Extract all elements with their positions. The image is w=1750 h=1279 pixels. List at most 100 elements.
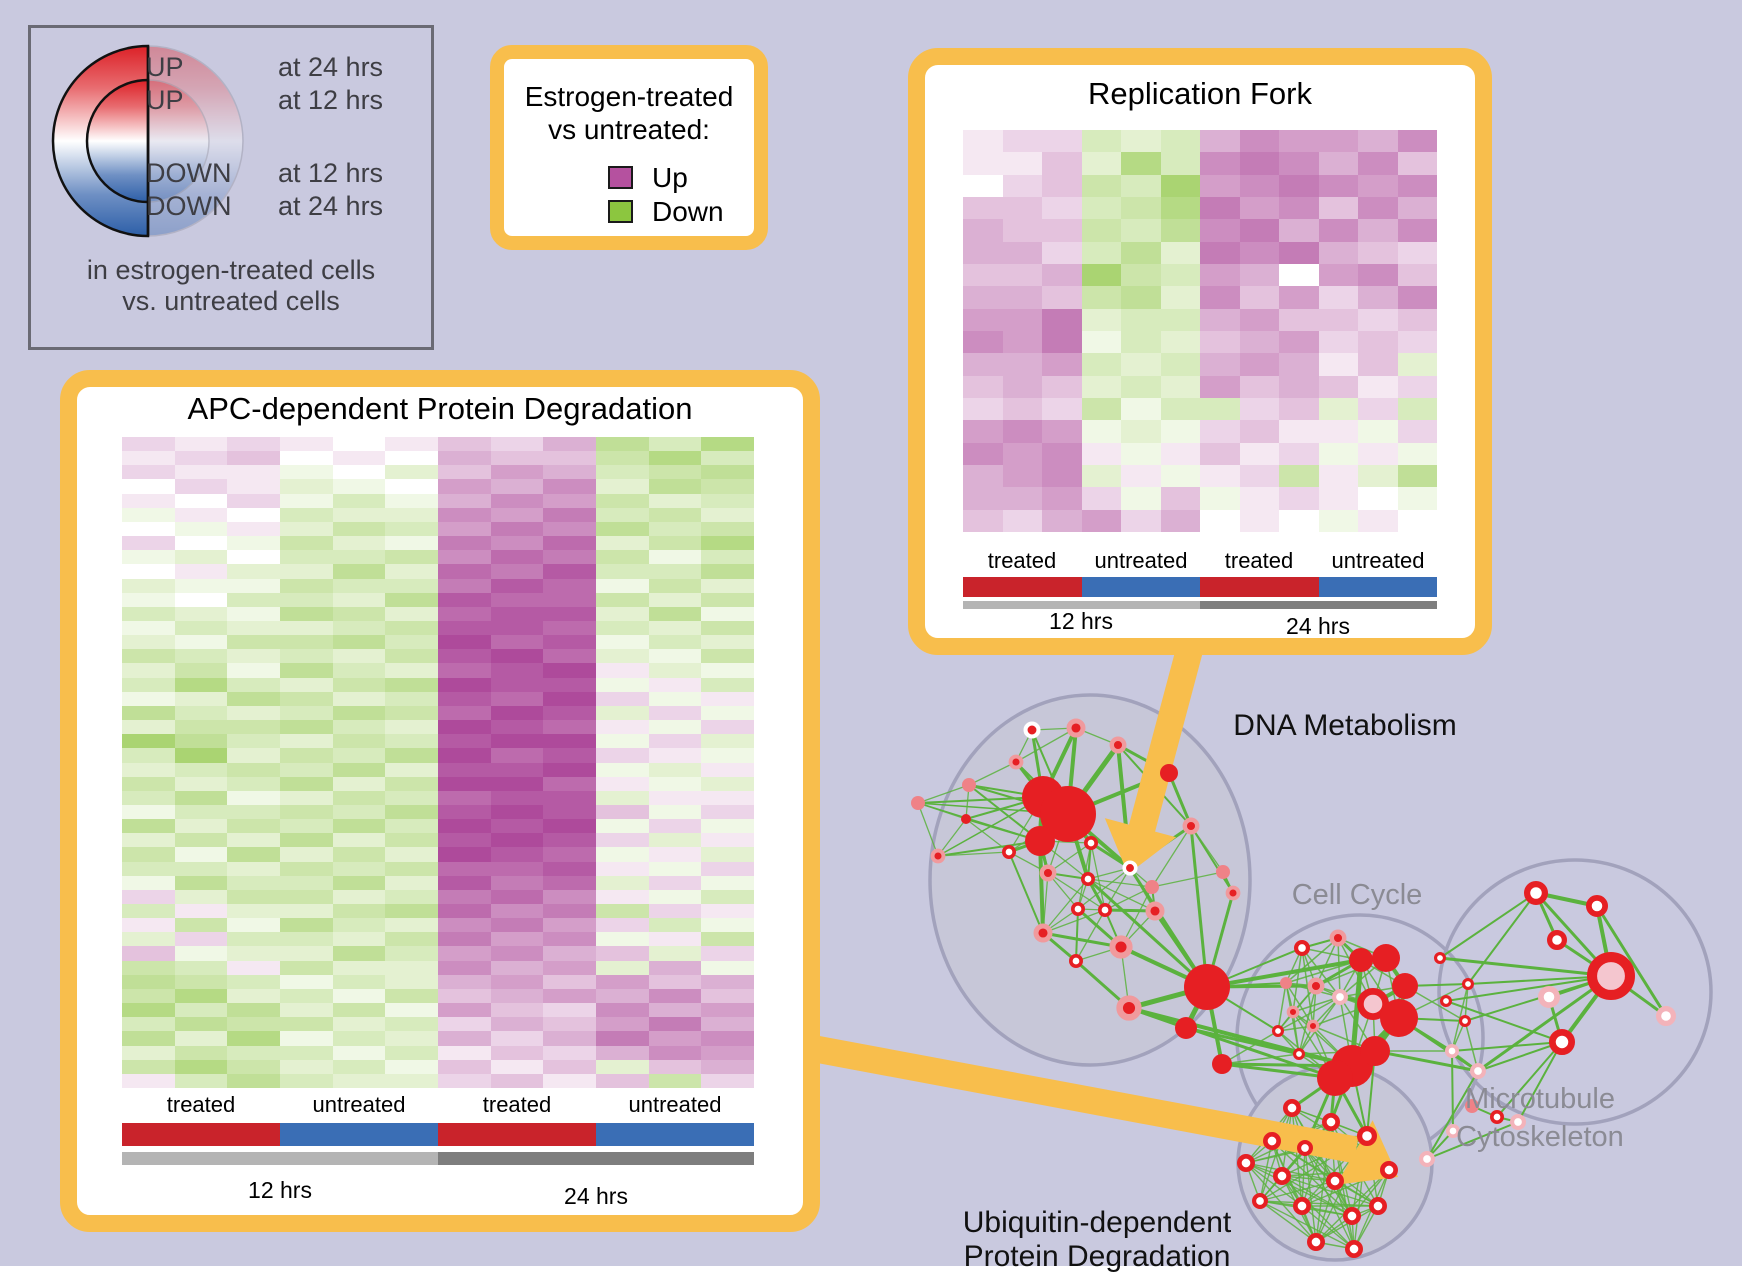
heatmap-cell: [122, 620, 175, 636]
heatmap-cell: [543, 918, 596, 933]
heatmap-cell: [1002, 130, 1042, 153]
heatmap-cell: [1160, 331, 1200, 354]
network-edge: [1445, 1000, 1563, 1043]
heatmap-cell: [596, 946, 649, 961]
heatmap-cell: [1200, 398, 1240, 421]
heatmap-cell: [122, 875, 175, 890]
heatmap-cell: [174, 1003, 228, 1018]
heatmap-cell: [648, 705, 702, 721]
heatmap-cell: [385, 1073, 438, 1088]
heatmap-cell: [332, 904, 386, 919]
legend-time-down12: at 12 hrs: [278, 158, 384, 188]
network-edge: [1008, 851, 1044, 934]
heatmap-cell: [332, 536, 386, 551]
heatmap-cell: [490, 734, 544, 749]
network-edge: [1374, 1049, 1479, 1073]
heatmap-cell: [385, 1059, 438, 1074]
heatmap-cell: [701, 748, 754, 763]
heatmap-cell: [227, 536, 280, 551]
network-node-red-with-pink-halo: [1039, 864, 1057, 882]
network-node-solid-red: [1392, 973, 1418, 999]
heatmap-cell: [122, 889, 175, 905]
heatmap-cell: [1042, 219, 1082, 242]
heatmap-cell: [385, 904, 438, 919]
network-mesh-edge: [1047, 842, 1092, 874]
heatmap-cell: [438, 960, 491, 975]
network-node-white-core-red-ring: [1272, 1025, 1285, 1038]
heatmap-cell: [122, 493, 175, 508]
heatmap-cell: [174, 804, 228, 820]
heatmap-cell: [280, 734, 333, 749]
heatmap-cell: [438, 720, 491, 735]
network-mesh-edge: [1277, 996, 1341, 1032]
cluster-label-ubiquitin-line1: Ubiquitin-dependent: [962, 1206, 1232, 1239]
treated-bar: [963, 577, 1082, 597]
heatmap-cell: [174, 988, 228, 1004]
heatmap-cell: [438, 705, 491, 721]
heatmap-cell: [122, 1031, 175, 1046]
heatmap-cell: [332, 889, 386, 905]
heatmap-cell: [543, 1045, 596, 1060]
network-node-white-core-pale-ring: [1655, 1005, 1676, 1026]
network-edge: [1086, 877, 1209, 989]
heatmap-cell: [1002, 487, 1042, 510]
heatmap-cell: [174, 691, 228, 706]
network-mesh-edge: [1151, 825, 1192, 888]
heatmap-cell: [1397, 465, 1437, 488]
heatmap-cell: [1318, 487, 1358, 510]
apc-time-bars: [122, 1152, 754, 1165]
heatmap-cell: [227, 1045, 280, 1060]
estrogen-color-key: Estrogen-treated vs untreated: Up Down: [490, 45, 768, 250]
heatmap-cell: [385, 734, 438, 749]
network-edge: [1090, 841, 1131, 870]
heatmap-cell: [1318, 353, 1358, 376]
heatmap-cell: [174, 960, 228, 975]
heatmap-cell: [1081, 465, 1121, 488]
heatmap-cell: [280, 620, 333, 636]
heatmap-cell: [490, 536, 544, 551]
heatmap-cell: [543, 932, 596, 947]
network-mesh-edge: [1298, 985, 1317, 1055]
heatmap-cell: [543, 904, 596, 919]
heatmap-cell: [280, 521, 333, 537]
heatmap-cell: [1318, 375, 1358, 398]
heatmap-cell: [596, 635, 649, 650]
heatmap-cell: [332, 875, 386, 890]
heatmap-cell: [280, 1059, 333, 1074]
heatmap-cell: [543, 705, 596, 721]
heatmap-cell: [122, 677, 175, 692]
heatmap-cell: [648, 691, 702, 706]
heatmap-cell: [490, 620, 544, 636]
heatmap-cell: [122, 705, 175, 721]
heatmap-cell: [701, 1045, 754, 1060]
heatmap-cell: [963, 264, 1003, 287]
network-node-red-with-pink-halo: [1225, 885, 1241, 901]
heatmap-cell: [385, 875, 438, 890]
heatmap-cell: [174, 507, 228, 522]
network-mesh-edge: [1304, 1147, 1355, 1250]
heatmap-cell: [227, 465, 280, 480]
network-edge: [1206, 958, 1362, 989]
heatmap-cell: [227, 437, 280, 452]
heatmap-cell: [385, 437, 438, 452]
heatmap-cell: [596, 536, 649, 551]
heatmap-cell: [227, 1059, 280, 1074]
rf-panel-title: Replication Fork: [1088, 76, 1312, 111]
heatmap-cell: [122, 932, 175, 947]
up-swatch-icon: [608, 166, 633, 189]
heatmap-cell: [1200, 442, 1240, 465]
heatmap-cell: [1397, 353, 1437, 376]
network-node-solid-red: [1360, 1036, 1390, 1066]
heatmap-cell: [1318, 442, 1358, 465]
heatmap-cell: [648, 592, 702, 607]
heatmap-cell: [332, 804, 386, 820]
heatmap-cell: [1200, 375, 1240, 398]
heatmap-cell: [438, 663, 491, 678]
network-mesh-edge: [917, 784, 970, 804]
heatmap-cell: [280, 606, 333, 621]
network-mesh-edge: [1315, 937, 1339, 987]
heatmap-cell: [701, 847, 754, 862]
heatmap-cell: [1318, 331, 1358, 354]
heatmap-cell: [227, 748, 280, 763]
heatmap-cell: [1200, 465, 1240, 488]
